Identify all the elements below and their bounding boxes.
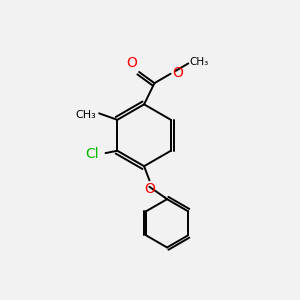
Text: O: O bbox=[172, 66, 183, 80]
Text: O: O bbox=[144, 182, 155, 196]
Text: O: O bbox=[127, 56, 137, 70]
Text: CH₃: CH₃ bbox=[190, 57, 209, 67]
Text: Cl: Cl bbox=[85, 147, 99, 161]
Text: CH₃: CH₃ bbox=[75, 110, 96, 119]
